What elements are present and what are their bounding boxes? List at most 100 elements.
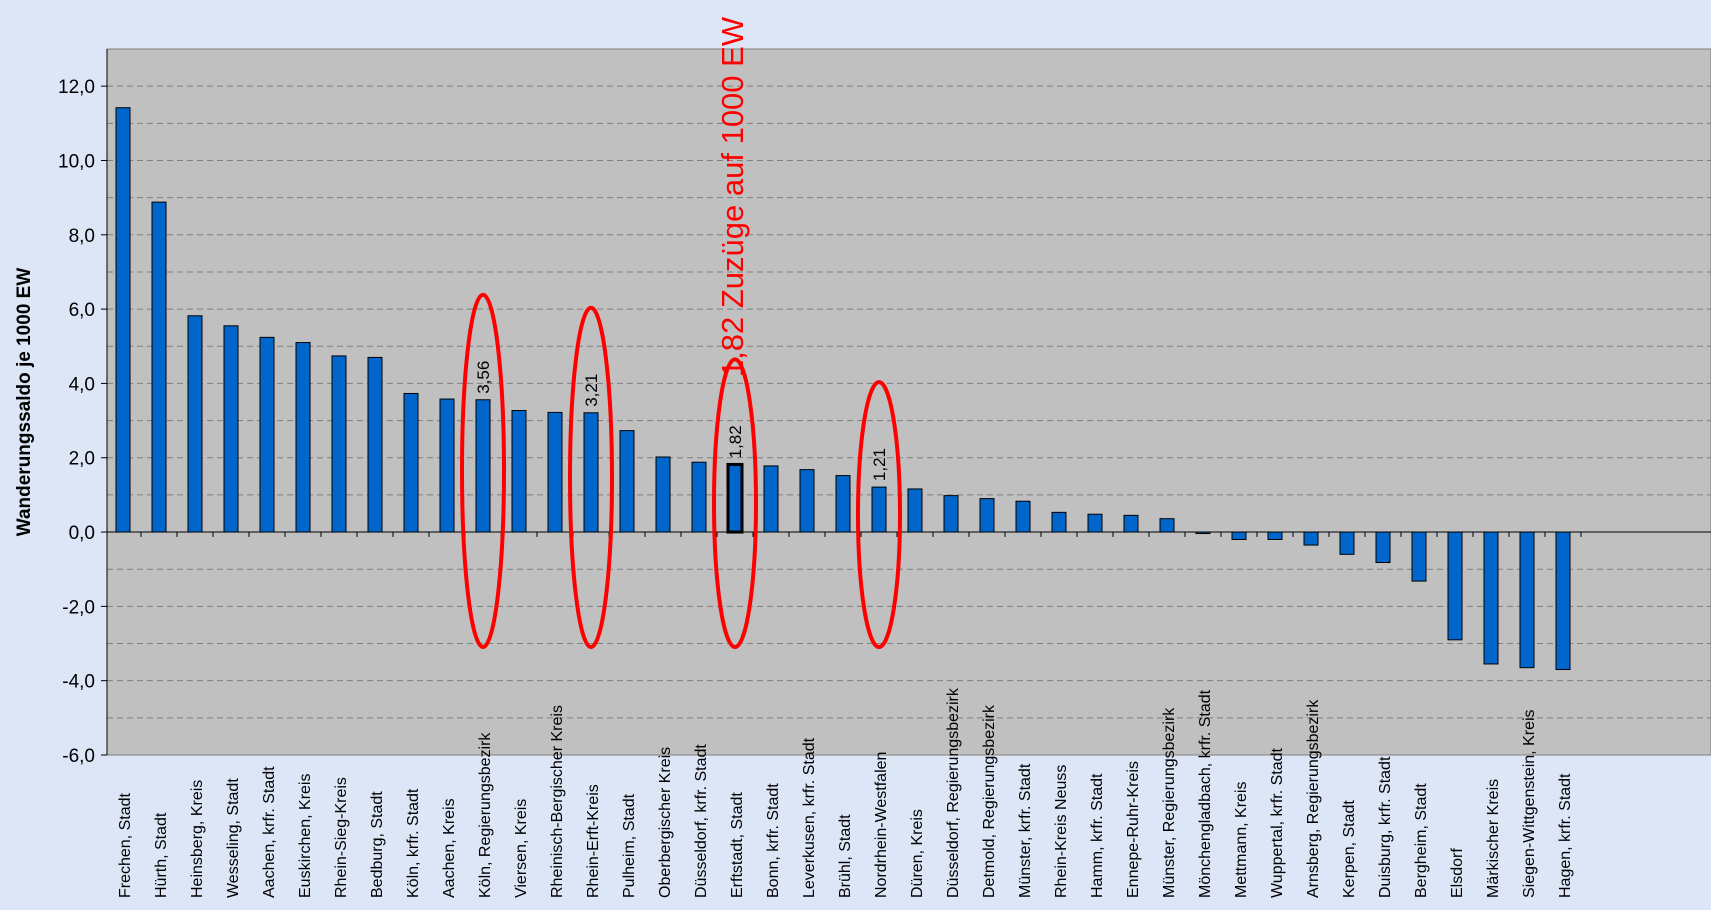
y-tick-label: 2,0 [69, 449, 95, 470]
y-tick-label: -4,0 [62, 672, 95, 693]
annotation-layer: 3,56 3,21 1,82 1,21 [460, 292, 902, 650]
category-label: Märkischer Kreis [1485, 779, 1502, 898]
bar [1375, 531, 1391, 564]
bar [943, 495, 959, 533]
bar [295, 342, 311, 533]
category-label: Leverkusen, krfr. Stadt [801, 737, 818, 898]
bar [691, 461, 707, 533]
bar [439, 398, 455, 533]
bar [1555, 531, 1571, 671]
y-tick-label: 6,0 [69, 300, 95, 321]
category-label: Rheinisch-Bergischer Kreis [549, 705, 566, 898]
category-label: Elsdorf [1449, 848, 1466, 898]
category-label: Bonn, krfr. Stadt [765, 783, 782, 898]
category-label: Hürth, Stadt [153, 812, 170, 898]
bar [1483, 531, 1499, 665]
category-label: Köln, krfr. Stadt [405, 788, 422, 898]
bar [547, 411, 563, 533]
y-tick-label: 12,0 [58, 77, 95, 98]
category-label: Köln, Regierungsbezirk [477, 732, 494, 898]
category-label: Kerpen, Stadt [1341, 800, 1358, 898]
bar [1159, 518, 1175, 533]
category-label: Brühl, Stadt [837, 814, 854, 898]
bar [331, 355, 347, 533]
category-label: Euskirchen, Kreis [297, 774, 314, 899]
y-tick-label: -6,0 [62, 746, 95, 767]
category-label: Düren, Kreis [909, 809, 926, 898]
category-label: Rhein-Sieg-Kreis [333, 777, 350, 898]
category-label: Detmold, Regierungsbezirk [981, 704, 998, 898]
bar [475, 399, 491, 533]
y-tick-layer: 12,0 10,0 8,0 6,0 4,0 2,0 0,0 -2,0 -4,0 -6,0 [58, 49, 108, 767]
bar [1303, 531, 1319, 546]
category-label: Frechen, Stadt [117, 793, 134, 899]
y-tick-label: 8,0 [69, 226, 95, 247]
data-label: 1,82 [726, 425, 745, 458]
category-label: Bergheim, Stadt [1413, 783, 1430, 898]
bar [619, 430, 635, 533]
data-label: 3,21 [582, 374, 601, 407]
y-tick-label: 10,0 [58, 151, 95, 172]
bar [1267, 531, 1283, 540]
y-tick-label: 4,0 [69, 374, 95, 395]
bar [835, 475, 851, 533]
category-label: Mönchengladbach, krfr. Stadt [1197, 689, 1214, 898]
category-label: Oberbergischer Kreis [657, 747, 674, 898]
category-label: Viersen, Kreis [513, 799, 530, 898]
category-label: Wesseling, Stadt [225, 778, 242, 898]
bar [726, 462, 744, 534]
highlight-ellipse [712, 357, 758, 650]
y-axis-label: Wanderungssaldo je 1000 EW [14, 268, 35, 537]
category-label: Siegen-Wittgenstein, Kreis [1521, 709, 1538, 898]
bar [1123, 514, 1139, 533]
category-label-layer: Frechen, Stadt Hürth, Stadt Heinsberg, Kre… [117, 687, 1574, 898]
bar [979, 498, 995, 533]
bar [1339, 531, 1355, 555]
bar [115, 107, 131, 533]
bar [1015, 500, 1031, 533]
category-label: Erftstadt, Stadt [729, 792, 746, 898]
bar [907, 488, 923, 533]
category-label: Pulheim, Stadt [621, 793, 638, 898]
y-tick-label: -2,0 [62, 597, 95, 618]
category-label: Münster, Regierungsbezirk [1161, 707, 1178, 898]
bar [187, 315, 203, 533]
bar [763, 465, 779, 533]
category-label: Arnsberg, Regierungsbezirk [1305, 699, 1322, 898]
bar [583, 412, 599, 533]
category-label: Aachen, Kreis [441, 798, 458, 898]
category-label: Wuppertal, krfr. Stadt [1269, 747, 1286, 898]
category-label: Duisburg, krfr. Stadt [1377, 756, 1394, 898]
category-label: Mettmann, Kreis [1233, 782, 1250, 898]
y-tick-label: 0,0 [69, 523, 95, 544]
data-label: 3,56 [474, 361, 493, 394]
bar [1411, 531, 1427, 582]
highlight-ellipse [856, 380, 902, 650]
bar [1195, 531, 1211, 535]
bar [1087, 513, 1103, 533]
bar [259, 336, 275, 533]
category-label: Düsseldorf, krfr. Stadt [693, 744, 710, 898]
bar [655, 456, 671, 533]
highlight-ellipse [460, 292, 506, 650]
category-label: Aachen, krfr. Stadt [261, 766, 278, 898]
category-label: Ennepe-Ruhr-Kreis [1125, 761, 1142, 898]
category-label: Rhein-Erft-Kreis [585, 784, 602, 898]
category-label: Hagen, krfr. Stadt [1557, 773, 1574, 898]
category-label: Heinsberg, Kreis [189, 780, 206, 898]
highlight-ellipse [568, 305, 614, 650]
bar [367, 356, 383, 533]
category-label: Hamm, krfr. Stadt [1089, 773, 1106, 898]
grid-layer [107, 85, 1711, 719]
bar-layer [115, 107, 1582, 671]
data-label: 1,21 [870, 448, 889, 481]
category-label: Nordrhein-Westfalen [873, 752, 890, 898]
bar [511, 410, 527, 533]
category-label: Rhein-Kreis Neuss [1053, 765, 1070, 898]
bar [403, 392, 419, 533]
bar [1051, 511, 1067, 533]
bar [1231, 531, 1247, 540]
bar [151, 201, 167, 533]
